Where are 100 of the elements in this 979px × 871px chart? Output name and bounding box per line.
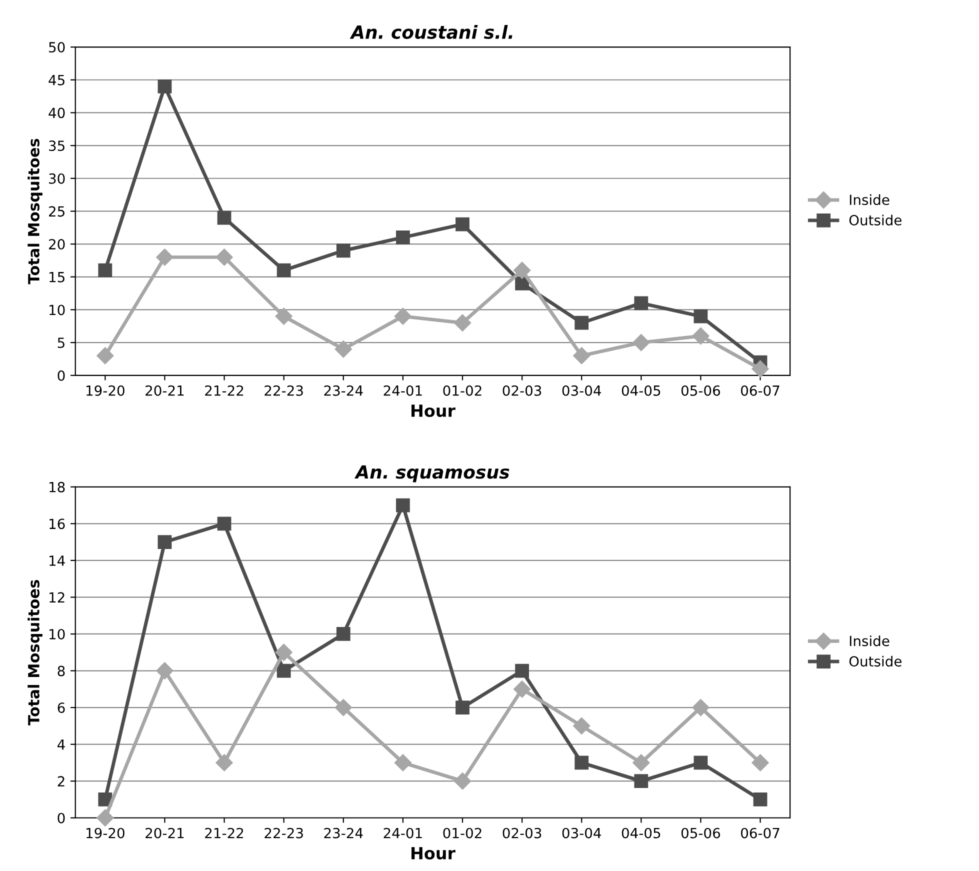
x-tick-label: 21-22 [205, 828, 244, 838]
x-tick-label: 20-21 [146, 385, 184, 396]
y-tick-label: 6 [58, 702, 65, 714]
x-tick-label: 22-23 [264, 828, 303, 838]
x-tick-label: 20-21 [146, 828, 184, 838]
y-tick-label: 12 [50, 592, 64, 602]
point [394, 754, 412, 772]
point [396, 230, 410, 244]
point [456, 700, 470, 714]
chart-title: An. coustani s.l. [350, 24, 512, 39]
y-tick-label: 50 [49, 42, 65, 53]
x-tick-label: 22-23 [264, 385, 303, 396]
x-tick-label: 04-05 [622, 828, 660, 838]
point [454, 314, 472, 332]
point [694, 756, 708, 770]
point [632, 334, 650, 352]
point [156, 248, 174, 266]
x-tick-label: 24-01 [384, 828, 422, 838]
point [394, 308, 412, 325]
point [634, 774, 648, 788]
y-tick-label: 8 [58, 666, 65, 676]
point [573, 347, 590, 364]
point [276, 263, 291, 278]
y-tick-label: 20 [49, 239, 65, 250]
legend-label: Outside [849, 656, 902, 667]
point [334, 340, 352, 358]
point [515, 664, 529, 678]
x-tick-label: 05-06 [681, 385, 720, 396]
point [694, 309, 708, 324]
y-tick-label: 45 [48, 75, 64, 86]
y-tick-label: 25 [49, 206, 64, 217]
point [514, 680, 531, 698]
y-tick-label: 18 [50, 482, 65, 492]
y-tick-label: 4 [58, 739, 65, 750]
point [96, 809, 114, 826]
point [217, 210, 232, 225]
x-tick-label: 06-07 [741, 828, 780, 838]
y-axis-title: Total Mosquitoes [28, 138, 42, 284]
point [156, 662, 174, 680]
y-tick-label: 0 [58, 812, 65, 824]
y-tick-label: 14 [50, 556, 65, 566]
point [217, 516, 232, 531]
point [216, 754, 233, 772]
y-tick-label: 0 [58, 370, 65, 381]
point [96, 347, 114, 364]
x-tick-label: 03-04 [562, 385, 602, 396]
x-tick-label: 01-02 [443, 385, 482, 396]
x-tick-label: 03-04 [562, 828, 602, 838]
point [692, 698, 710, 716]
point [574, 756, 589, 770]
point [336, 627, 350, 641]
point [334, 698, 352, 716]
x-tick-label: 23-24 [324, 385, 363, 396]
point [514, 262, 531, 279]
point [216, 248, 233, 266]
x-tick-label: 23-24 [324, 828, 363, 838]
point [396, 498, 410, 512]
point [275, 644, 292, 661]
point [456, 217, 470, 232]
x-tick-label: 19-20 [86, 385, 124, 396]
point [158, 535, 172, 549]
y-tick-label: 2 [58, 776, 64, 786]
x-tick-label: 02-03 [502, 385, 542, 396]
point [753, 792, 768, 806]
y-tick-label: 15 [50, 272, 64, 282]
x-tick-label: 24-01 [384, 385, 422, 396]
point [752, 754, 769, 772]
y-tick-label: 30 [49, 173, 65, 184]
point [634, 296, 648, 310]
y-tick-label: 10 [50, 628, 65, 640]
y-axis-title: Total Mosquitoes [28, 580, 42, 726]
point [98, 263, 112, 278]
chart-title: An. squamosus [354, 465, 510, 482]
point [573, 717, 590, 734]
y-tick-label: 40 [48, 108, 65, 118]
point [158, 79, 172, 94]
x-tick-label: 19-20 [86, 828, 124, 838]
point [98, 792, 112, 806]
point [275, 308, 292, 325]
x-tick-label: 05-06 [681, 828, 720, 838]
point [336, 244, 350, 258]
point [454, 772, 472, 790]
point [752, 360, 769, 378]
x-axis-title: Hour [412, 847, 456, 860]
point [276, 664, 291, 678]
legend-label: Inside [850, 635, 890, 646]
x-tick-label: 06-07 [741, 385, 780, 396]
x-tick-label: 01-02 [443, 828, 482, 838]
legend-label: Outside [849, 214, 902, 226]
y-tick-label: 35 [49, 140, 64, 152]
point [632, 754, 650, 772]
x-tick-label: 21-22 [205, 385, 244, 396]
y-tick-label: 10 [50, 304, 65, 316]
x-tick-label: 04-05 [622, 385, 660, 396]
x-tick-label: 02-03 [502, 828, 542, 838]
y-tick-label: 5 [58, 338, 64, 348]
y-tick-label: 16 [50, 518, 65, 530]
legend-label: Inside [850, 194, 890, 206]
point [692, 327, 710, 345]
x-axis-title: Hour [412, 404, 456, 418]
